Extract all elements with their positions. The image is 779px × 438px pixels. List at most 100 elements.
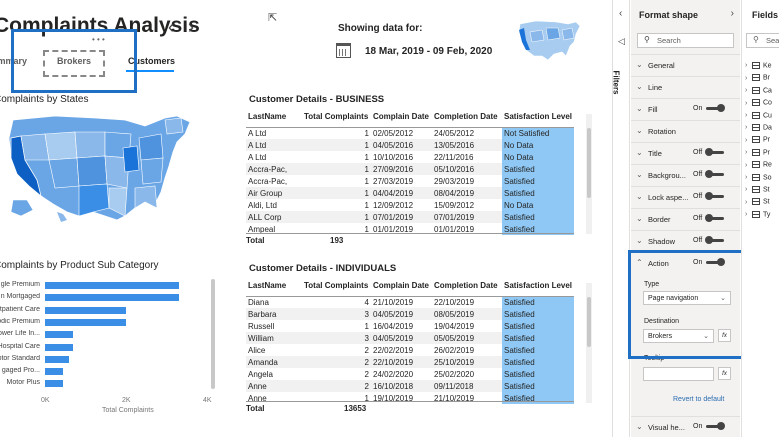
section-line[interactable]: ⌄ Line <box>631 76 740 98</box>
visual-header-toggle[interactable] <box>706 422 725 430</box>
field-table-item[interactable]: › So <box>745 173 772 181</box>
section-backgrou[interactable]: ⌄ Backgrou... Off <box>631 164 740 186</box>
field-table-item[interactable]: › Co <box>745 99 772 107</box>
table-row[interactable]: Diana 4 21/10/2019 22/10/2019 Satisfied <box>246 296 574 308</box>
table-row[interactable]: Barbara 3 04/05/2019 08/05/2019 Satisfied <box>246 308 574 320</box>
section-shadow[interactable]: ⌄ Shadow Off <box>631 230 740 252</box>
column-header[interactable]: Complain Date <box>371 107 432 128</box>
field-table-label: St <box>763 186 770 194</box>
column-header[interactable]: LastName <box>246 107 302 128</box>
bar[interactable] <box>45 380 64 388</box>
tooltip-input[interactable] <box>643 367 714 381</box>
section-toggle[interactable] <box>705 214 724 222</box>
field-table-item[interactable]: › Re <box>745 161 772 169</box>
column-header[interactable]: Total Complaints <box>302 107 371 128</box>
table-row[interactable]: A Ltd 1 10/10/2016 22/11/2016 No Data <box>246 151 574 163</box>
table-cell: 22/11/2016 <box>434 152 474 162</box>
section-title[interactable]: ⌄ Title Off <box>631 142 740 164</box>
field-table-item[interactable]: › Ke <box>745 62 772 69</box>
destination-fx-button[interactable]: fx <box>718 329 731 342</box>
filters-pane[interactable]: ‹ ◁ Filters <box>612 0 630 437</box>
tab-customers[interactable]: Customers <box>128 56 176 66</box>
table-row[interactable]: A Ltd 1 02/05/2012 24/05/2012 Not Satisfied <box>246 127 574 139</box>
format-search-input[interactable]: ⚲ Search <box>637 33 734 48</box>
section-toggle[interactable] <box>705 236 724 244</box>
bar-category-label: gle Premium <box>0 281 40 288</box>
field-table-item[interactable]: › Cu <box>745 111 772 119</box>
collapse-format-pane-icon[interactable]: ‹ <box>619 8 623 19</box>
table-row[interactable]: Amanda 2 22/10/2019 25/10/2019 Satisfied <box>246 356 574 368</box>
field-table-item[interactable]: › Pr <box>745 136 770 144</box>
fields-search-input[interactable]: ⚲ Search <box>746 33 779 48</box>
section-fill[interactable]: ⌄ Fill On <box>631 98 740 120</box>
section-border[interactable]: ⌄ Border Off <box>631 208 740 230</box>
table-row[interactable]: Ampeal 1 01/01/2019 01/01/2019 Satisfied <box>246 223 574 235</box>
format-pane-chevron-icon[interactable]: › <box>730 8 734 19</box>
individuals-table-scrollbar[interactable] <box>586 283 592 403</box>
bar-chart-scrollbar[interactable] <box>211 279 215 389</box>
table-row[interactable]: Accra-Pac, 1 27/03/2019 29/03/2019 Satisfied <box>246 175 574 187</box>
table-row[interactable]: Alice 2 22/02/2019 26/02/2019 Satisfied <box>246 344 574 356</box>
section-toggle[interactable] <box>706 104 725 112</box>
section-lock-aspe[interactable]: ⌄ Lock aspe... Off <box>631 186 740 208</box>
section-toggle[interactable] <box>706 258 725 266</box>
field-table-item[interactable]: › Ty <box>745 210 770 218</box>
filter-pane-icon[interactable]: ◁ <box>618 36 625 46</box>
section-visual-header[interactable]: ⌄ Visual he... On <box>631 416 740 438</box>
section-rotation[interactable]: ⌄ Rotation <box>631 120 740 142</box>
table-cell: 1 <box>364 200 369 210</box>
more-options-icon[interactable]: • • • <box>92 35 105 44</box>
bar[interactable] <box>45 343 74 351</box>
brokers-button-selection[interactable] <box>43 50 105 77</box>
field-table-item[interactable]: › Br <box>745 74 770 82</box>
tooltip-fx-button[interactable]: fx <box>718 367 731 380</box>
tab-brokers[interactable]: Brokers <box>57 56 92 66</box>
field-table-label: Da <box>763 124 772 132</box>
column-header[interactable]: Complain Date <box>371 276 432 297</box>
bar[interactable] <box>45 355 70 363</box>
prev-page-button[interactable]: ‹ <box>168 17 174 37</box>
section-toggle[interactable] <box>705 170 724 178</box>
bar-chart-title: Complaints by Product Sub Category <box>0 260 159 271</box>
table-cell: 1 <box>302 163 371 175</box>
bar[interactable] <box>45 282 179 289</box>
section-toggle[interactable] <box>705 192 724 200</box>
table-row[interactable]: William 3 04/05/2019 05/05/2019 Satisfied <box>246 332 574 344</box>
section-general[interactable]: ⌄ General <box>631 54 740 76</box>
destination-dropdown[interactable]: Brokers ⌄ <box>643 329 714 343</box>
table-row[interactable]: A Ltd 1 04/05/2016 13/05/2016 No Data <box>246 139 574 151</box>
field-table-item[interactable]: › Da <box>745 124 772 131</box>
table-row[interactable]: Angela 2 24/02/2020 25/02/2020 Satisfied <box>246 368 574 380</box>
business-table-scrollbar[interactable] <box>586 114 592 234</box>
revert-to-default-link[interactable]: Revert to default <box>673 396 725 403</box>
table-row[interactable]: Russell 1 16/04/2019 19/04/2019 Satisfied <box>246 320 574 332</box>
bar[interactable] <box>45 306 126 314</box>
table-row[interactable]: Accra-Pac, 1 27/09/2016 05/10/2016 Satisfied <box>246 163 574 175</box>
column-header[interactable]: Total Complaints <box>302 276 371 297</box>
column-header[interactable]: LastName <box>246 276 302 297</box>
bar-category-label: odic Premium <box>0 317 40 325</box>
column-header[interactable]: Satisfaction Level <box>502 276 574 297</box>
table-row[interactable]: ALL Corp 1 07/01/2019 07/01/2019 Satisfied <box>246 211 574 223</box>
us-map-thumbnail-icon[interactable] <box>516 16 582 64</box>
date-range: 18 Mar, 2019 - 09 Feb, 2020 <box>365 46 493 57</box>
field-table-item[interactable]: › Ca <box>745 86 772 94</box>
field-table-item[interactable]: › St <box>745 186 770 193</box>
complaints-by-states-map[interactable] <box>5 108 200 233</box>
bar[interactable] <box>45 318 126 326</box>
table-row[interactable]: Anne 2 16/10/2018 09/11/2018 Satisfied <box>246 380 574 392</box>
table-row[interactable]: Aldi, Ltd 1 12/09/2012 15/09/2012 No Data <box>246 199 574 211</box>
field-table-item[interactable]: › Pr <box>745 148 770 156</box>
column-header[interactable]: Completion Date <box>432 276 502 297</box>
table-row[interactable]: Air Group 1 04/04/2019 08/04/2019 Satisfied <box>246 187 574 199</box>
column-header[interactable]: Satisfaction Level <box>502 107 574 128</box>
next-page-button[interactable]: › <box>188 17 194 37</box>
bar[interactable] <box>45 294 179 302</box>
type-dropdown[interactable]: Page navigation ⌄ <box>643 291 731 305</box>
format-pane-title: Format shape <box>639 10 699 20</box>
bar[interactable] <box>45 368 64 376</box>
section-toggle[interactable] <box>705 148 724 156</box>
column-header[interactable]: Completion Date <box>432 107 502 128</box>
field-table-item[interactable]: › St <box>745 198 770 206</box>
bar[interactable] <box>45 331 74 339</box>
